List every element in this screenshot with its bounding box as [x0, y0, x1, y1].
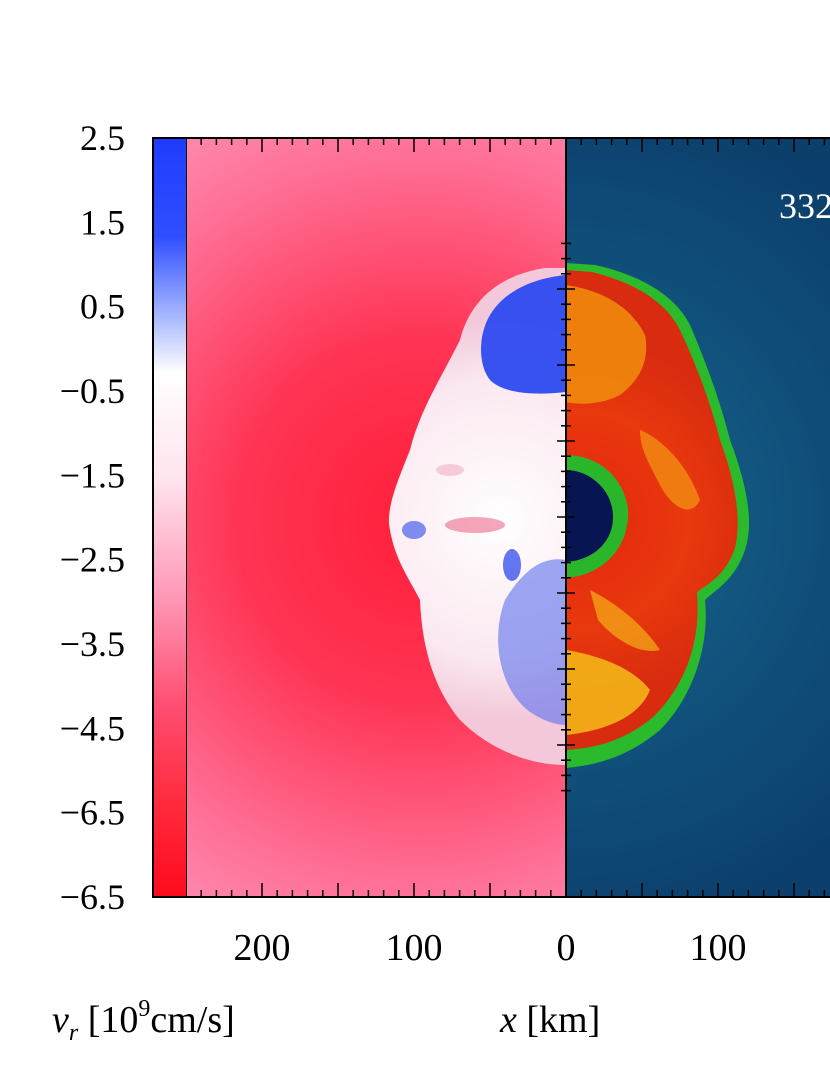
colorbar-label-unit-pre: [10 [78, 999, 138, 1041]
x-tick-label: 100 [386, 927, 443, 969]
colorbar-tick-label: −3.5 [60, 624, 125, 664]
orange-band-top [566, 285, 647, 404]
colorbar-tick-label: −6.5 [60, 793, 125, 833]
colorbar-tick-label: 0.5 [80, 287, 125, 327]
x-tick-labels: 200 100 0 100 [234, 927, 747, 969]
x-axis-label-var: x [499, 999, 517, 1041]
core [566, 470, 614, 562]
colorbar-tick-label: −1.5 [60, 455, 125, 495]
colorbar-label-exp: 9 [138, 996, 150, 1022]
x-tick-label: 200 [234, 927, 291, 969]
axis-ticks [200, 138, 826, 897]
x-tick-label: 100 [690, 927, 747, 969]
colorbar-label-var: v [52, 999, 69, 1041]
x-tick-label: 0 [557, 927, 576, 969]
colorbar-tick-label: −0.5 [60, 371, 125, 411]
colorbar-tick-label: 2.5 [80, 118, 125, 158]
colorbar-tick-label: −4.5 [60, 708, 125, 748]
blue-lobe-top [481, 275, 566, 394]
time-label: 332 [779, 186, 830, 226]
yellow-band-bottom [566, 650, 650, 735]
colorbar-tick-label: 1.5 [80, 202, 125, 242]
x-axis-label: x [km] [499, 999, 600, 1041]
blue-lobe-bottom [498, 559, 566, 725]
x-axis-label-unit: [km] [517, 999, 600, 1041]
colorbar-tick-label: −6.5 [60, 877, 125, 917]
colorbar-tick-label: −2.5 [60, 540, 125, 580]
colorbar-tick-labels: 2.5 1.5 0.5 −0.5 −1.5 −2.5 −3.5 −4.5 −6.5 −6.5 [60, 118, 125, 917]
right-panel-composition [566, 138, 830, 897]
colorbar-label-sub: r [69, 1020, 79, 1046]
colorbar-label: vr [109cm/s] [52, 996, 235, 1046]
colorbar-gradient [152, 137, 188, 898]
colorbar-label-unit-post: cm/s] [150, 999, 234, 1041]
left-panel-velocity [187, 138, 566, 897]
colorbar [152, 137, 188, 898]
